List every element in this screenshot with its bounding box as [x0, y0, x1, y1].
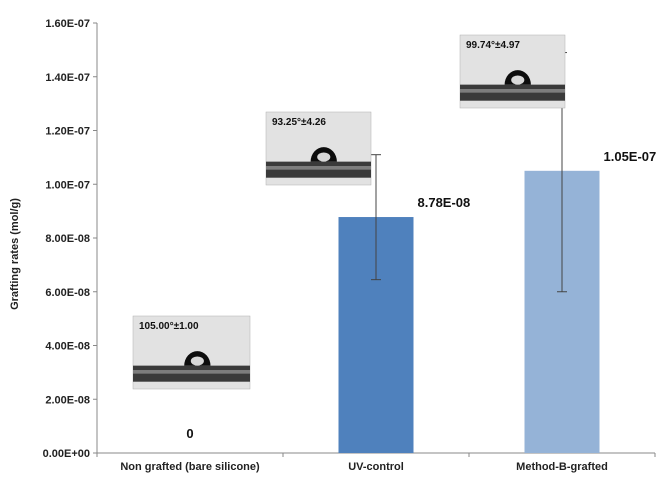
- labels: Non grafted (bare silicone) UV-control Met…: [120, 149, 656, 473]
- x-category-label: Method-B-grafted: [516, 461, 608, 473]
- substrate-reflection: [460, 89, 565, 93]
- droplet-highlight: [511, 75, 525, 85]
- contact-angle-photo: 105.00°±1.00: [132, 315, 251, 390]
- contact-angle-photos: 105.00°±1.00 93.25°±4.26 99.74°±4.97: [132, 34, 566, 390]
- contact-angle-label: 93.25°±4.26: [272, 117, 326, 128]
- data-label: 1.05E-07: [604, 149, 657, 164]
- y-tick-label: 4.00E-08: [45, 341, 90, 353]
- substrate-band: [133, 365, 250, 382]
- y-tick-label: 6.00E-08: [45, 287, 90, 299]
- bars: [338, 52, 600, 453]
- droplet-highlight: [317, 152, 331, 162]
- contact-angle-label: 99.74°±4.97: [466, 40, 520, 51]
- data-label: 8.78E-08: [418, 195, 471, 210]
- y-tick-label: 8.00E-08: [45, 233, 90, 245]
- y-tick-label: 1.60E-07: [45, 18, 90, 30]
- x-category-label: UV-control: [348, 461, 404, 473]
- x-category-label: Non grafted (bare silicone): [120, 461, 260, 473]
- contact-angle-photo: 99.74°±4.97: [459, 34, 566, 109]
- y-tick-label: 1.40E-07: [45, 72, 90, 84]
- y-tick-label: 1.20E-07: [45, 126, 90, 138]
- substrate-reflection: [266, 166, 371, 170]
- y-axis-label: Grafting rates (mol/g): [9, 198, 21, 310]
- y-tick-label: 2.00E-08: [45, 394, 90, 406]
- droplet-highlight: [190, 356, 204, 366]
- y-tick-label: 1.00E-07: [45, 179, 90, 191]
- substrate-reflection: [133, 370, 250, 374]
- data-label: 0: [186, 426, 193, 441]
- y-tick-label: 0.00E+00: [43, 448, 90, 460]
- contact-angle-label: 105.00°±1.00: [139, 321, 199, 332]
- axes: 0.00E+00 2.00E-08 4.00E-08 6.00E-08 8.00E-08…: [43, 18, 656, 460]
- contact-angle-photo: 93.25°±4.26: [265, 111, 372, 186]
